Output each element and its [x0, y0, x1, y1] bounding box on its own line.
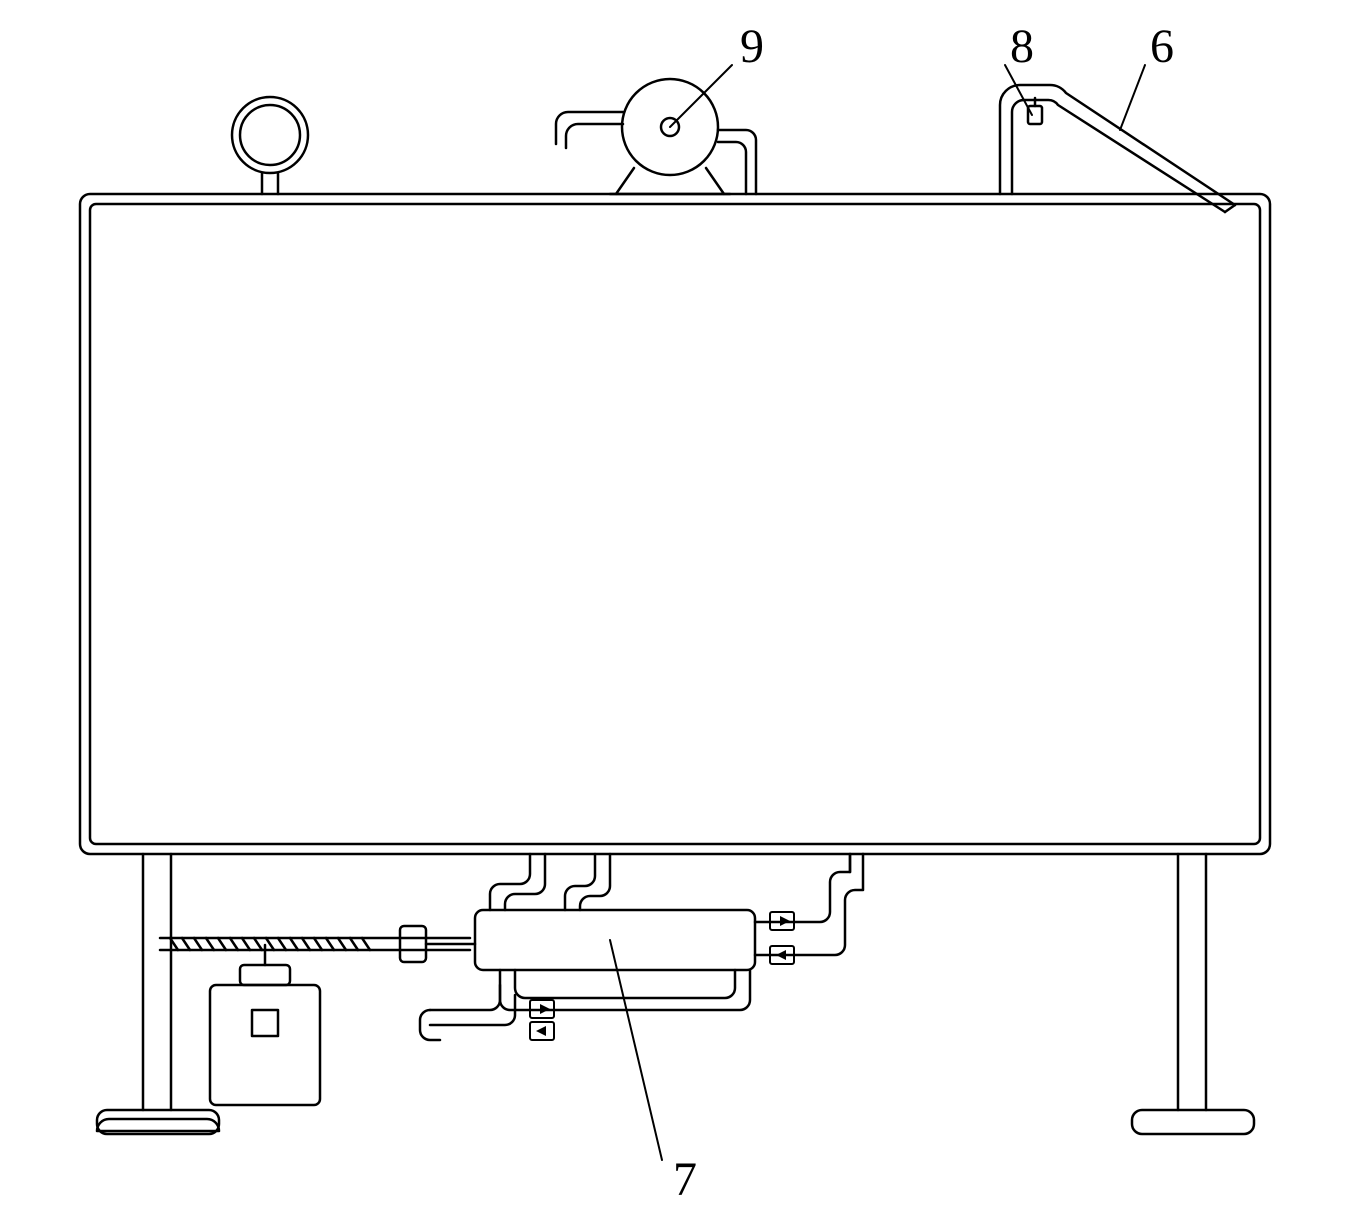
motor-cap [240, 965, 290, 985]
tank-inner [90, 204, 1260, 844]
rod-thread [170, 938, 370, 950]
gauge-inner [240, 105, 300, 165]
rod-coupling [400, 926, 426, 962]
diagram-root: 9 8 6 7 [0, 0, 1347, 1213]
pump9-outlet2 [566, 124, 623, 148]
label-8: 8 [1010, 20, 1034, 73]
label-9: 9 [740, 20, 764, 73]
motor-body [210, 985, 320, 1105]
foot-left-base [97, 1119, 219, 1131]
lead-lines [610, 65, 1145, 1160]
pump9-base [610, 168, 730, 194]
label-7: 7 [673, 1153, 697, 1206]
hang8-block [1028, 106, 1042, 124]
pump9-pipe-r [718, 130, 756, 194]
tank-outer [80, 194, 1270, 854]
inlet6-cap [1225, 205, 1235, 212]
diagram-content [80, 65, 1270, 1160]
piping [420, 854, 863, 1040]
foot-right-base [1132, 1110, 1254, 1134]
label-6: 6 [1150, 20, 1174, 73]
motor-sq [252, 1010, 278, 1036]
labels: 9 8 6 7 [673, 20, 1174, 1206]
gauge-outer [232, 97, 308, 173]
pump9-pipe-r2 [718, 142, 746, 194]
